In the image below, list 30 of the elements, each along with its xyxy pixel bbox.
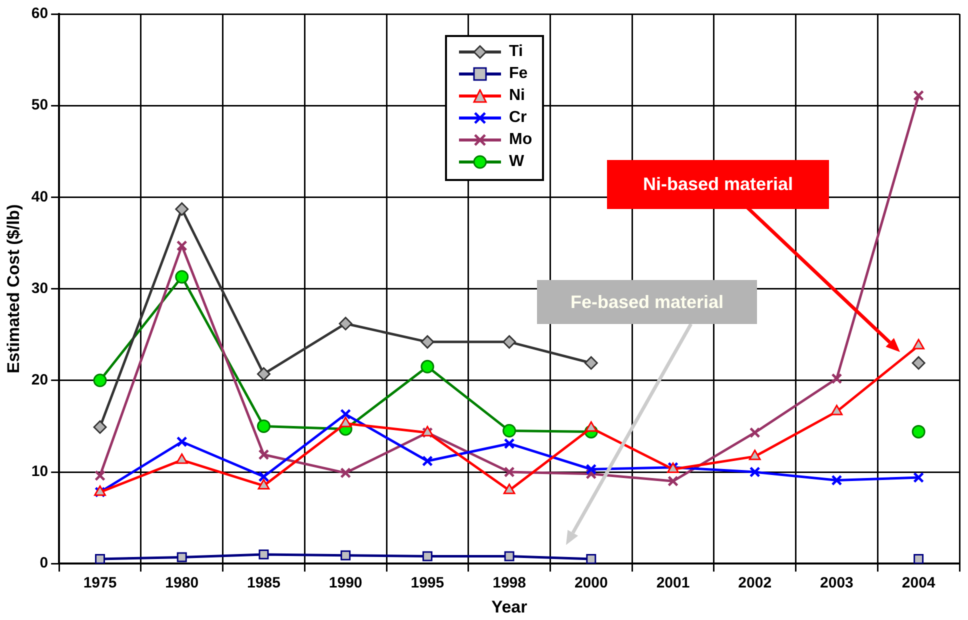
y-tick-label: 10 [31,463,48,480]
callout: Ni-based material [607,160,829,209]
callout: Fe-based material [537,280,757,324]
legend-label: Mo [509,131,532,149]
annotation: Ni-based material [642,174,794,195]
x-tick-label: 1985 [247,574,280,592]
x-tick-label: 2003 [820,574,854,592]
y-axis-title: Estimated Cost ($/lb) [4,204,23,374]
y-tick-label: 50 [31,96,48,114]
x-tick-label: 1975 [83,574,117,592]
y-tick-label: 0 [40,554,48,572]
x-tick-label: 1990 [328,574,362,592]
legend-label: Fe [509,65,528,83]
legend-label: Ti [509,43,523,61]
x-tick-label: 2002 [738,574,772,592]
x-tick-label: 2000 [574,574,608,592]
x-tick-label: 1998 [492,574,526,592]
legend-label: Cr [509,109,527,127]
annotation: Fe-based material [570,292,724,312]
x-axis-title: Year [491,597,528,616]
y-tick-label: 30 [31,280,48,297]
x-tick-label: 2001 [656,574,690,592]
legend-label: Ni [509,87,525,105]
x-tick-label: 1980 [165,574,199,592]
y-tick-label: 20 [31,372,48,389]
y-tick-label: 40 [31,188,48,206]
legend-label: W [509,153,524,171]
y-tick-label: 60 [31,5,48,22]
x-tick-label: 2004 [902,574,936,592]
x-tick-label: 1995 [410,574,444,592]
